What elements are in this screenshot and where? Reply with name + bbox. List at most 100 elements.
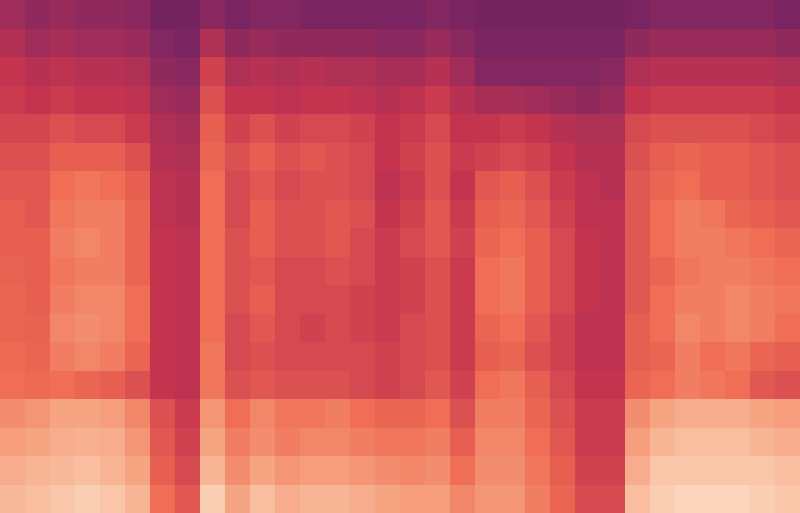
heat-cell	[425, 228, 451, 257]
heat-cell	[725, 0, 751, 29]
heat-cell	[300, 456, 326, 485]
heat-cell	[350, 29, 376, 58]
heat-cell	[400, 456, 426, 485]
heat-cell	[550, 428, 576, 457]
heat-cell	[50, 29, 76, 58]
heat-cell	[650, 257, 676, 286]
heat-cell	[100, 342, 126, 371]
heat-cell	[50, 86, 76, 115]
heat-cell	[575, 114, 601, 143]
heat-cell	[550, 200, 576, 229]
heat-cell	[300, 342, 326, 371]
heat-cell	[300, 29, 326, 58]
heat-cell	[425, 86, 451, 115]
heat-cell	[0, 143, 26, 172]
heat-cell	[75, 29, 101, 58]
heat-cell	[250, 228, 276, 257]
heat-cell	[275, 114, 301, 143]
heat-cell	[625, 371, 651, 400]
heat-cell	[225, 86, 251, 115]
heat-cell	[125, 0, 151, 29]
heat-cell	[550, 456, 576, 485]
heat-cell	[525, 399, 551, 428]
heat-cell	[75, 86, 101, 115]
heat-cell	[50, 342, 76, 371]
heat-cell	[550, 86, 576, 115]
heat-cell	[350, 257, 376, 286]
heat-cell	[0, 342, 26, 371]
heat-cell	[700, 342, 726, 371]
heat-cell	[250, 371, 276, 400]
heat-cell	[750, 285, 776, 314]
heat-cell	[750, 485, 776, 513]
heat-cell	[600, 456, 626, 485]
heat-cell	[525, 428, 551, 457]
heat-cell	[325, 485, 351, 513]
heat-cell	[475, 399, 501, 428]
heat-cell	[475, 200, 501, 229]
heat-cell	[375, 399, 401, 428]
heat-cell	[650, 485, 676, 513]
heat-cell	[600, 171, 626, 200]
heat-cell	[725, 399, 751, 428]
heat-cell	[125, 485, 151, 513]
heat-cell	[275, 428, 301, 457]
heat-cell	[675, 57, 701, 86]
heat-cell	[400, 29, 426, 58]
heat-cell	[250, 86, 276, 115]
heat-cell	[250, 57, 276, 86]
heat-cell	[425, 57, 451, 86]
heat-cell	[50, 485, 76, 513]
heat-cell	[300, 257, 326, 286]
heat-cell	[650, 57, 676, 86]
heat-cell	[200, 285, 226, 314]
heat-cell	[125, 114, 151, 143]
heat-cell	[0, 399, 26, 428]
heat-cell	[725, 57, 751, 86]
heat-cell	[250, 200, 276, 229]
heat-cell	[150, 114, 176, 143]
heat-cell	[600, 371, 626, 400]
heat-cell	[775, 456, 800, 485]
heat-cell	[625, 399, 651, 428]
heat-cell	[525, 371, 551, 400]
heat-cell	[75, 228, 101, 257]
heat-cell	[550, 57, 576, 86]
heat-cell	[775, 485, 800, 513]
heat-cell	[0, 285, 26, 314]
heat-cell	[475, 428, 501, 457]
heat-cell	[750, 428, 776, 457]
heat-cell	[200, 0, 226, 29]
heat-cell	[275, 0, 301, 29]
heat-cell	[325, 257, 351, 286]
heat-cell	[175, 228, 201, 257]
heat-cell	[25, 342, 51, 371]
heat-cell	[175, 29, 201, 58]
heat-cell	[275, 29, 301, 58]
heat-cell	[625, 143, 651, 172]
heat-cell	[750, 29, 776, 58]
heat-cell	[425, 114, 451, 143]
heat-cell	[0, 114, 26, 143]
heat-cell	[175, 399, 201, 428]
heat-cell	[625, 57, 651, 86]
heat-cell	[300, 428, 326, 457]
heat-cell	[225, 485, 251, 513]
heat-cell	[700, 86, 726, 115]
heat-cell	[150, 342, 176, 371]
heat-cell	[725, 171, 751, 200]
heat-cell	[350, 114, 376, 143]
heat-cell	[250, 257, 276, 286]
heat-cell	[450, 0, 476, 29]
heat-cell	[375, 57, 401, 86]
heat-cell	[275, 143, 301, 172]
heat-cell	[425, 200, 451, 229]
heat-cell	[75, 399, 101, 428]
heat-cell	[150, 485, 176, 513]
heat-cell	[375, 200, 401, 229]
heat-cell	[300, 485, 326, 513]
heat-cell	[650, 371, 676, 400]
heat-cell	[450, 257, 476, 286]
heat-cell	[225, 29, 251, 58]
heat-cell	[375, 114, 401, 143]
